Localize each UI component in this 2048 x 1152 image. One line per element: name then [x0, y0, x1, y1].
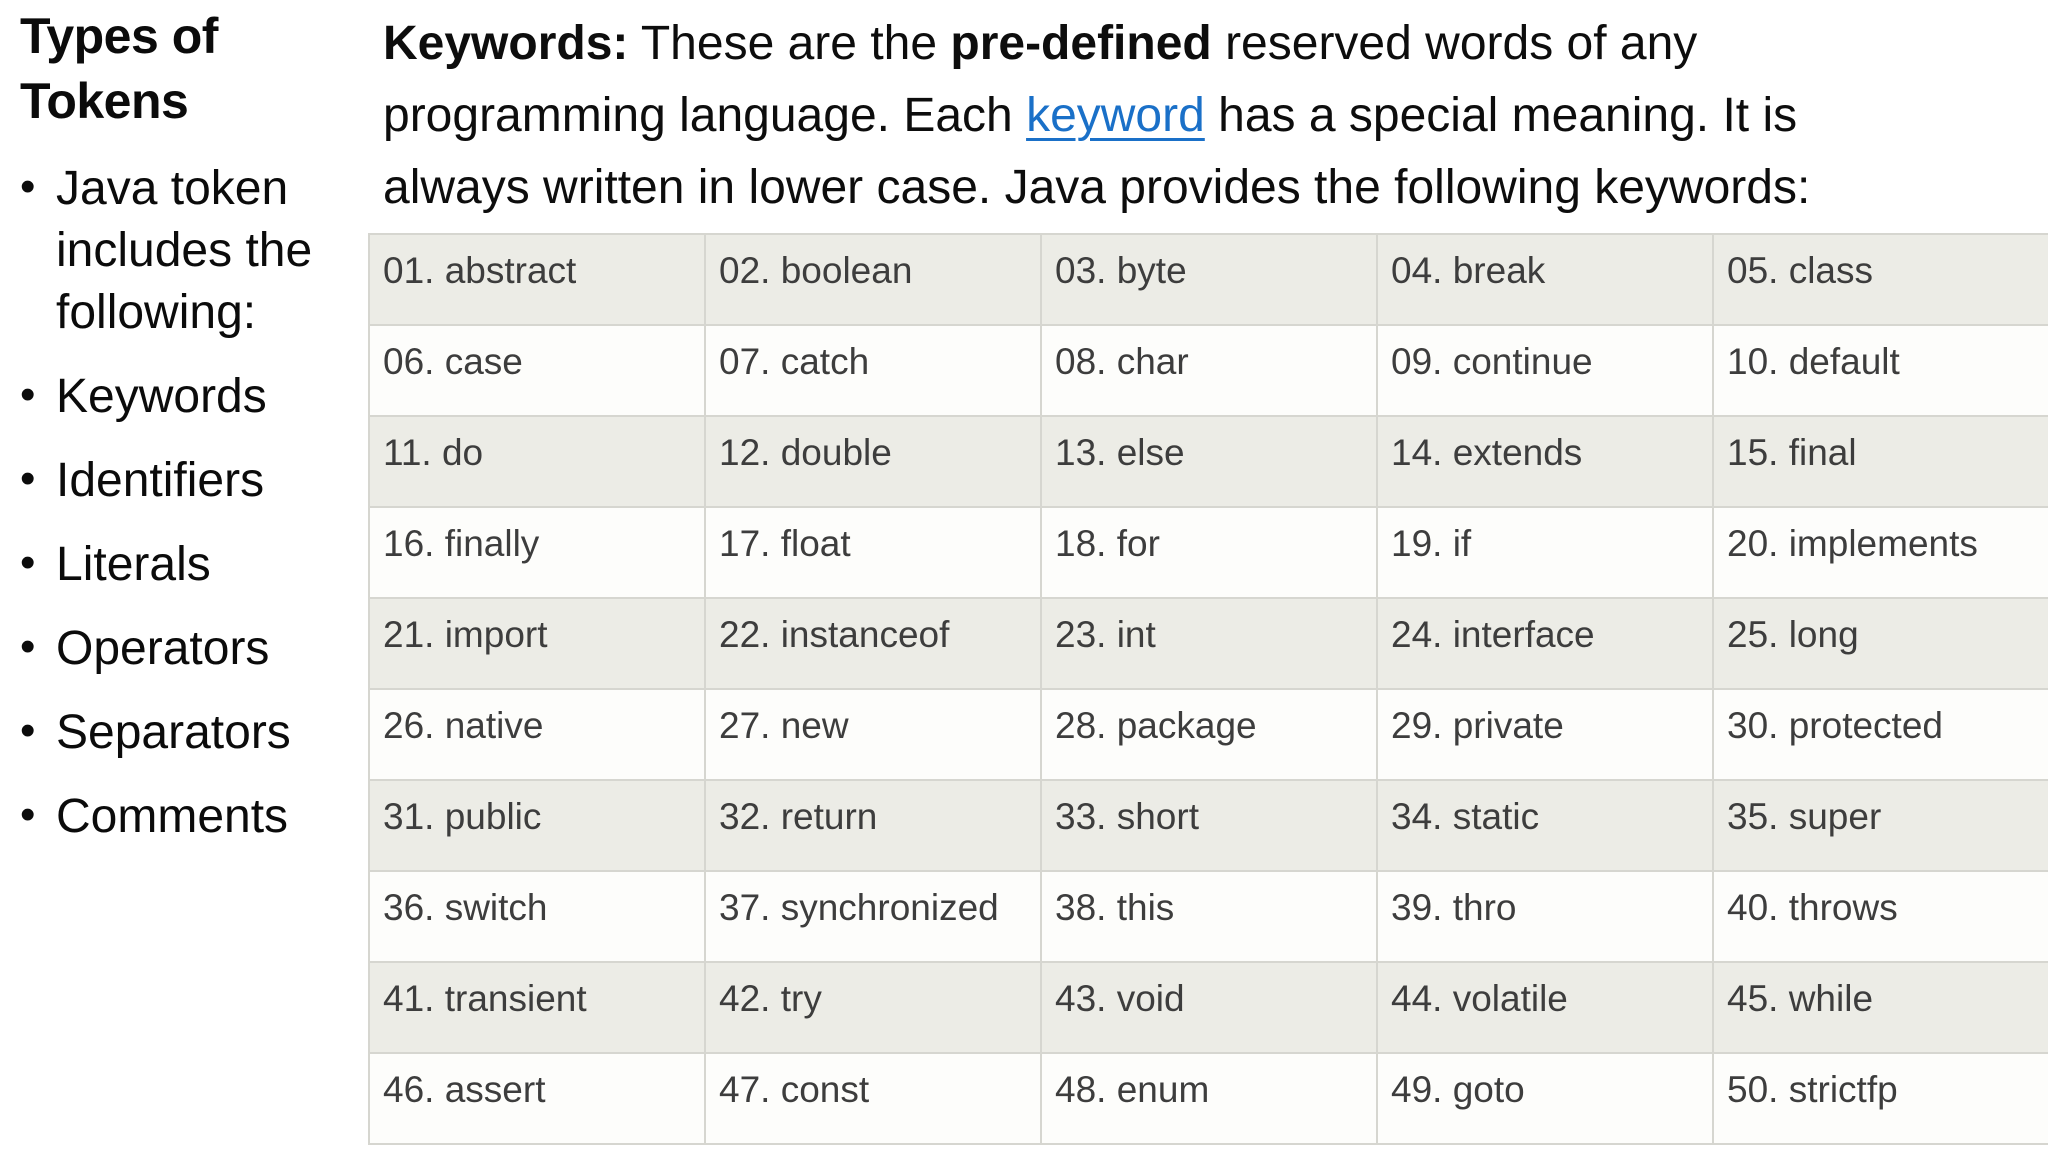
- table-row: 11. do 12. double 13. else 14. extends 15. f…: [368, 415, 2048, 508]
- keyword-cell: 30. protected: [1712, 688, 2048, 781]
- keyword-cell: 01. abstract: [368, 233, 706, 326]
- keyword-cell: 25. long: [1712, 597, 2048, 690]
- keyword-cell: 38. this: [1040, 870, 1378, 963]
- sidebar: Types of Tokens • Java token includes the…: [20, 4, 350, 870]
- keyword-cell: 22. instanceof: [704, 597, 1042, 690]
- paragraph-line-2: programming language. Each keyword has a…: [383, 80, 2033, 152]
- keyword-cell: 28. package: [1040, 688, 1378, 781]
- keyword-cell: 20. implements: [1712, 506, 2048, 599]
- keyword-cell: 41. transient: [368, 961, 706, 1054]
- keyword-cell: 05. class: [1712, 233, 2048, 326]
- list-item-identifiers: • Identifiers: [20, 450, 332, 512]
- token-types-list: • Java token includes the following: • Key…: [20, 158, 332, 848]
- keyword-cell: 27. new: [704, 688, 1042, 781]
- table-row: 26. native 27. new 28. package 29. private 3…: [368, 688, 2048, 781]
- keyword-cell: 07. catch: [704, 324, 1042, 417]
- keyword-cell: 09. continue: [1376, 324, 1714, 417]
- page-title: Types of Tokens: [20, 8, 218, 129]
- keyword-cell: 26. native: [368, 688, 706, 781]
- keyword-cell: 03. byte: [1040, 233, 1378, 326]
- keyword-cell: 04. break: [1376, 233, 1714, 326]
- keyword-cell: 39. thro: [1376, 870, 1714, 963]
- paragraph-text: reserved words of any: [1211, 17, 1698, 70]
- bullet-icon: •: [20, 622, 36, 671]
- keyword-cell: 43. void: [1040, 961, 1378, 1054]
- keyword-cell: 37. synchronized: [704, 870, 1042, 963]
- list-item-text: Comments: [56, 790, 289, 843]
- keyword-link[interactable]: keyword: [1026, 89, 1205, 142]
- keyword-cell: 40. throws: [1712, 870, 2048, 963]
- keyword-cell: 34. static: [1376, 779, 1714, 872]
- table-row: 21. import 22. instanceof 23. int 24. inter…: [368, 597, 2048, 690]
- keyword-cell: 23. int: [1040, 597, 1378, 690]
- keyword-cell: 35. super: [1712, 779, 2048, 872]
- keyword-cell: 15. final: [1712, 415, 2048, 508]
- keyword-cell: 49. goto: [1376, 1052, 1714, 1145]
- predefined-emphasis: pre-defined: [950, 17, 1212, 70]
- keyword-cell: 36. switch: [368, 870, 706, 963]
- keyword-cell: 11. do: [368, 415, 706, 508]
- list-item-text: Identifiers: [56, 454, 265, 507]
- keyword-cell: 06. case: [368, 324, 706, 417]
- keyword-cell: 47. const: [704, 1052, 1042, 1145]
- keyword-cell: 10. default: [1712, 324, 2048, 417]
- keyword-cell: 32. return: [704, 779, 1042, 872]
- keyword-cell: 17. float: [704, 506, 1042, 599]
- keyword-cell: 31. public: [368, 779, 706, 872]
- keyword-cell: 50. strictfp: [1712, 1052, 2048, 1145]
- keywords-paragraph: Keywords: These are the pre-defined rese…: [383, 8, 2033, 224]
- keywords-table: 01. abstract 02. boolean 03. byte 04. break…: [368, 233, 2048, 1145]
- keyword-cell: 45. while: [1712, 961, 2048, 1054]
- keyword-cell: 16. finally: [368, 506, 706, 599]
- paragraph-line-1: Keywords: These are the pre-defined rese…: [383, 8, 2033, 80]
- list-item-text: Literals: [56, 538, 211, 591]
- keyword-cell: 08. char: [1040, 324, 1378, 417]
- keyword-cell: 29. private: [1376, 688, 1714, 781]
- table-row: 16. finally 17. float 18. for 19. if 20. imp…: [368, 506, 2048, 599]
- bullet-icon: •: [20, 790, 36, 839]
- keywords-table-body: 01. abstract 02. boolean 03. byte 04. break…: [368, 233, 2048, 1145]
- keywords-label: Keywords:: [383, 17, 629, 70]
- list-item-text: Operators: [56, 622, 270, 675]
- keyword-cell: 14. extends: [1376, 415, 1714, 508]
- bullet-icon: •: [20, 454, 36, 503]
- paragraph-text: programming language. Each: [383, 89, 1027, 142]
- table-row: 06. case 07. catch 08. char 09. continue 10.…: [368, 324, 2048, 417]
- table-row: 41. transient 42. try 43. void 44. volatile…: [368, 961, 2048, 1054]
- paragraph-text: These are the: [628, 17, 951, 70]
- list-item-text: Separators: [56, 706, 291, 759]
- keyword-cell: 13. else: [1040, 415, 1378, 508]
- bullet-icon: •: [20, 370, 36, 419]
- list-item-text: Keywords: [56, 370, 267, 423]
- keyword-cell: 12. double: [704, 415, 1042, 508]
- bullet-icon: •: [20, 706, 36, 755]
- keyword-cell: 21. import: [368, 597, 706, 690]
- table-row: 01. abstract 02. boolean 03. byte 04. break…: [368, 233, 2048, 326]
- list-item-literals: • Literals: [20, 534, 332, 596]
- list-item-text: Java token includes the following:: [56, 162, 313, 339]
- list-item-separators: • Separators: [20, 702, 332, 764]
- keyword-cell: 02. boolean: [704, 233, 1042, 326]
- table-row: 31. public 32. return 33. short 34. static 3…: [368, 779, 2048, 872]
- keyword-cell: 42. try: [704, 961, 1042, 1054]
- keyword-cell: 18. for: [1040, 506, 1378, 599]
- paragraph-text: has a special meaning. It is: [1204, 89, 1798, 142]
- bullet-icon: •: [20, 538, 36, 587]
- keyword-cell: 24. interface: [1376, 597, 1714, 690]
- list-item-comments: • Comments: [20, 786, 332, 848]
- list-item-operators: • Operators: [20, 618, 332, 680]
- table-row: 46. assert 47. const 48. enum 49. goto 50. s…: [368, 1052, 2048, 1145]
- keyword-cell: 19. if: [1376, 506, 1714, 599]
- list-item-keywords: • Keywords: [20, 366, 332, 428]
- paragraph-line-3: always written in lower case. Java provi…: [383, 161, 1811, 214]
- keyword-cell: 44. volatile: [1376, 961, 1714, 1054]
- list-item-intro: • Java token includes the following:: [20, 158, 332, 344]
- bullet-icon: •: [20, 162, 36, 211]
- table-row: 36. switch 37. synchronized 38. this 39. th…: [368, 870, 2048, 963]
- keyword-cell: 33. short: [1040, 779, 1378, 872]
- keyword-cell: 48. enum: [1040, 1052, 1378, 1145]
- keyword-cell: 46. assert: [368, 1052, 706, 1145]
